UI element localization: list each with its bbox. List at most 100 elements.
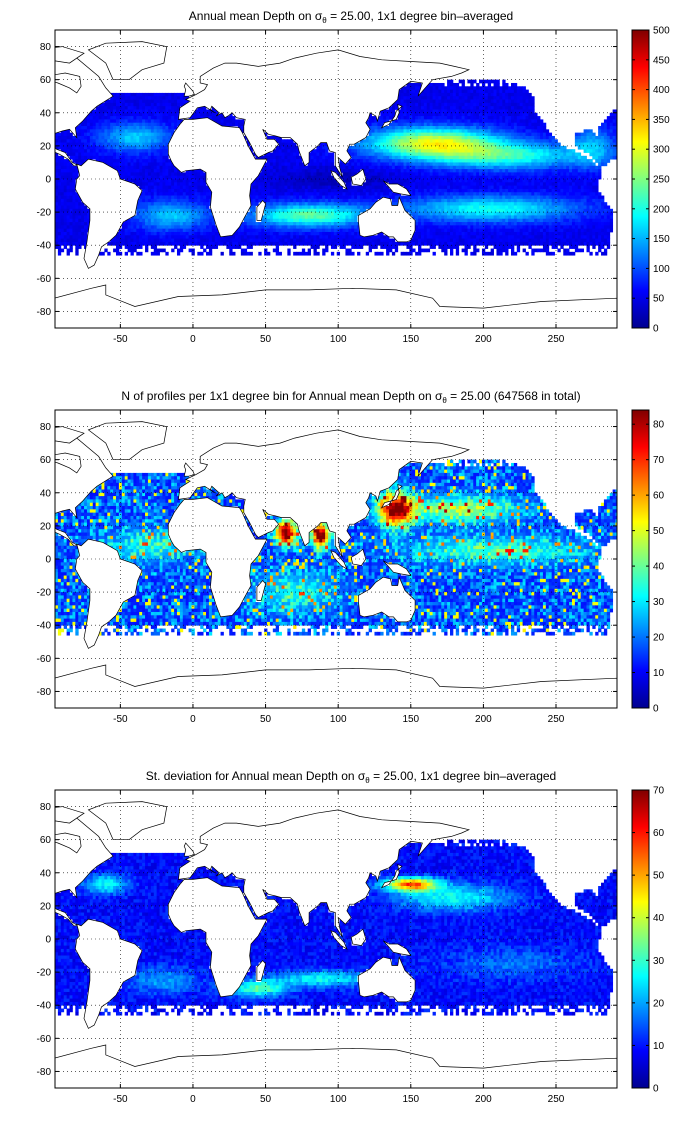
x-tick-label: 250 <box>548 714 565 725</box>
colorbar-tick-label: 400 <box>653 85 670 96</box>
colorbar-tick-label: 0 <box>653 324 659 335</box>
colorbar-tick-label: 80 <box>653 420 665 431</box>
y-tick-label: -60 <box>37 654 52 665</box>
x-tick-label: 100 <box>330 334 347 345</box>
panel-3: St. deviation for Annual mean Depth on σ… <box>37 769 665 1105</box>
y-tick-label: 0 <box>45 935 51 946</box>
colorbar-tick-label: 60 <box>653 828 665 839</box>
x-tick-label: -50 <box>113 714 128 725</box>
y-tick-label: 20 <box>40 521 52 532</box>
landmass <box>183 462 195 477</box>
landmass <box>177 49 470 178</box>
y-tick-label: 60 <box>40 455 52 466</box>
colorbar-tick-label: 30 <box>653 597 665 608</box>
landmass <box>55 832 82 854</box>
landmass <box>183 82 195 97</box>
y-tick-label: -20 <box>37 588 52 599</box>
landmass <box>167 497 268 618</box>
colorbar-tick-label: 300 <box>653 145 670 156</box>
landmass <box>380 103 403 129</box>
landmass <box>167 877 268 998</box>
x-tick-label: 50 <box>260 714 272 725</box>
landmass <box>358 576 416 623</box>
y-tick-label: 80 <box>40 422 52 433</box>
heatmap <box>55 790 617 1088</box>
landmass <box>74 158 143 269</box>
x-tick-label: 50 <box>260 334 272 345</box>
x-tick-label: 200 <box>475 1094 492 1105</box>
y-tick-label: 20 <box>40 141 52 152</box>
landmass <box>55 806 85 824</box>
landmass <box>55 664 617 708</box>
heatmap <box>55 410 617 708</box>
y-tick-label: -40 <box>37 1001 52 1012</box>
y-tick-label: -80 <box>37 307 52 318</box>
landmass <box>177 429 470 558</box>
landmass <box>55 46 85 64</box>
panel-title: Annual mean Depth on σθ = 25.00, 1x1 deg… <box>189 9 513 25</box>
colorbar-tick-label: 250 <box>653 175 670 186</box>
y-tick-label: -40 <box>37 621 52 632</box>
landmass <box>380 483 403 509</box>
x-tick-label: 100 <box>330 714 347 725</box>
x-tick-label: 150 <box>402 1094 419 1105</box>
landmass <box>380 863 403 889</box>
colorbar-tick-label: 50 <box>653 871 665 882</box>
colorbar-tick-label: 500 <box>653 26 670 37</box>
colorbar-tick-label: 10 <box>653 1041 665 1052</box>
colorbar-tick-label: 0 <box>653 1084 659 1095</box>
colorbar-tick-label: 200 <box>653 204 670 215</box>
colorbar-tick-label: 0 <box>653 704 659 715</box>
landmass <box>382 940 412 957</box>
landmass <box>55 72 82 94</box>
x-tick-label: 250 <box>548 1094 565 1105</box>
landmass <box>358 196 416 243</box>
landmass <box>382 560 412 577</box>
panel-title: St. deviation for Annual mean Depth on σ… <box>146 769 556 785</box>
landmass <box>177 809 470 938</box>
heatmap <box>55 30 617 328</box>
panel-title: N of profiles per 1x1 degree bin for Ann… <box>121 389 580 405</box>
y-tick-label: 0 <box>45 175 51 186</box>
y-tick-label: 80 <box>40 802 52 813</box>
landmass <box>350 928 367 946</box>
y-tick-label: -20 <box>37 208 52 219</box>
y-tick-label: 40 <box>40 868 52 879</box>
landmass <box>350 548 367 566</box>
x-tick-label: -50 <box>113 334 128 345</box>
colorbar-tick-label: 30 <box>653 956 665 967</box>
x-tick-label: 50 <box>260 1094 272 1105</box>
panel-2: N of profiles per 1x1 degree bin for Ann… <box>37 389 665 725</box>
colorbar-tick-label: 450 <box>653 55 670 66</box>
landmass <box>256 579 266 601</box>
colorbar-tick-label: 150 <box>653 234 670 245</box>
landmass <box>330 550 348 570</box>
x-tick-label: 0 <box>190 714 196 725</box>
landmass <box>167 117 268 238</box>
landmass <box>87 41 168 81</box>
panel-1: Annual mean Depth on σθ = 25.00, 1x1 deg… <box>37 9 671 345</box>
x-tick-label: 0 <box>190 334 196 345</box>
y-tick-label: -80 <box>37 1067 52 1078</box>
x-tick-label: 200 <box>475 714 492 725</box>
y-tick-label: -20 <box>37 968 52 979</box>
x-tick-label: 200 <box>475 334 492 345</box>
landmass <box>74 918 143 1029</box>
y-tick-label: 40 <box>40 488 52 499</box>
colorbar-tick-label: 100 <box>653 264 670 275</box>
x-tick-label: 100 <box>330 1094 347 1105</box>
landmass <box>330 930 348 950</box>
landmass <box>256 959 266 981</box>
colorbar-tick-label: 10 <box>653 668 665 679</box>
colorbar-tick-label: 20 <box>653 998 665 1009</box>
colorbar <box>631 409 650 709</box>
y-tick-label: -60 <box>37 274 52 285</box>
colorbar-tick-label: 50 <box>653 526 665 537</box>
landmass <box>350 168 367 186</box>
landmass <box>55 284 617 328</box>
y-tick-label: 40 <box>40 108 52 119</box>
colorbar-tick-label: 70 <box>653 455 665 466</box>
landmass <box>358 956 416 1003</box>
y-tick-label: 60 <box>40 835 52 846</box>
